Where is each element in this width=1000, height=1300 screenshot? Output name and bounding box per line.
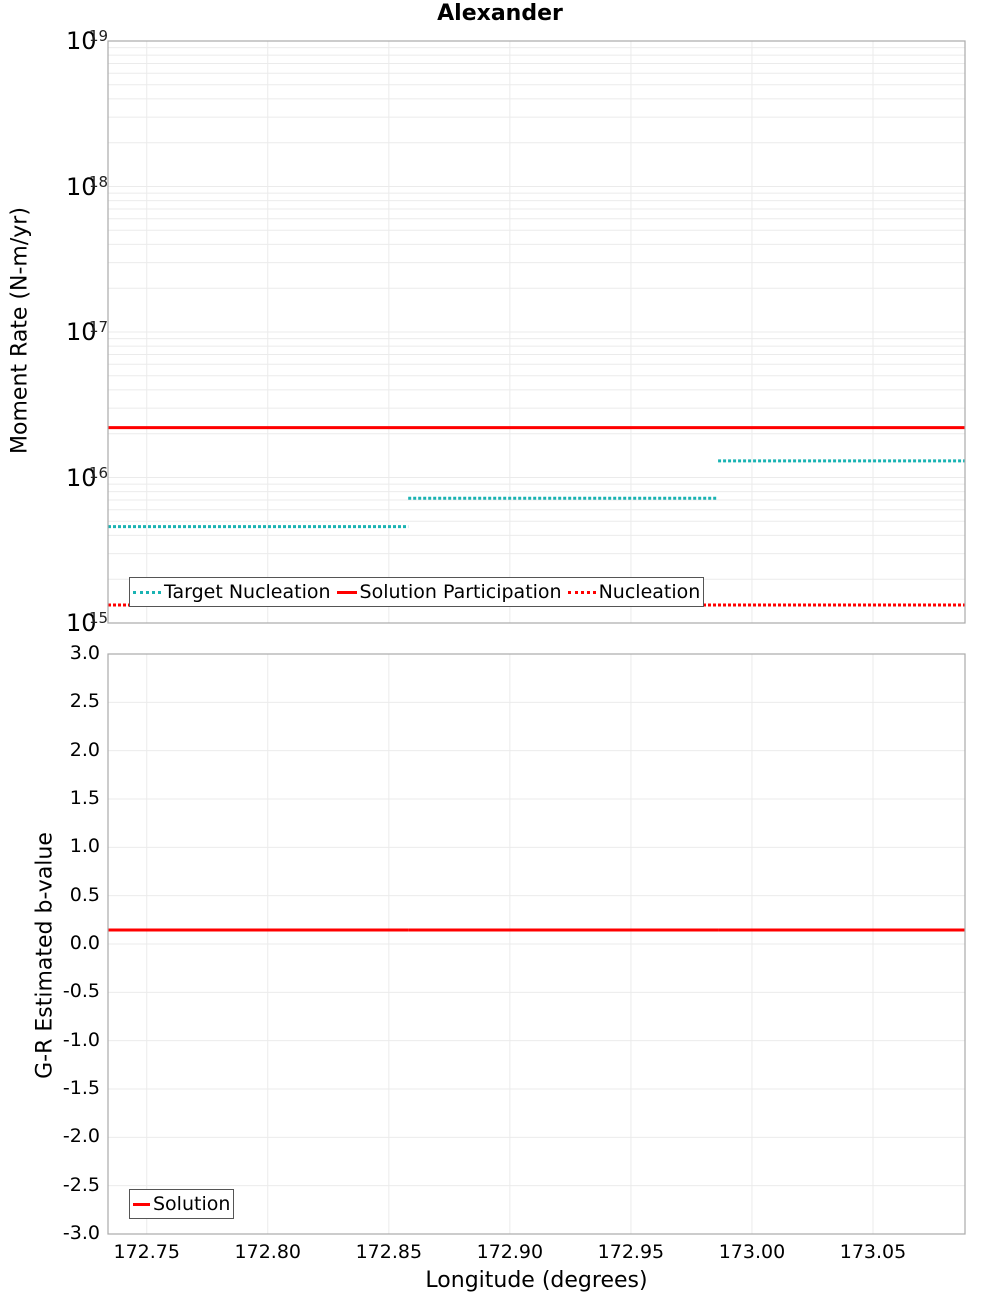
y-tick-label: 0.5 xyxy=(40,884,100,906)
x-tick-label: 172.95 xyxy=(591,1241,671,1263)
y-tick-label: -2.0 xyxy=(40,1125,100,1147)
y-tick-label: 2.5 xyxy=(40,690,100,712)
x-tick-label: 173.00 xyxy=(712,1241,792,1263)
legend-item-target-nucleation: Target Nucleation xyxy=(133,581,331,603)
top-chart-grid xyxy=(108,41,965,623)
target-nucleation-swatch-icon xyxy=(133,591,161,594)
x-tick-label: 173.05 xyxy=(833,1241,913,1263)
y-tick-exponent: 16 xyxy=(89,464,108,482)
y-tick-label: -1.5 xyxy=(40,1077,100,1099)
y-tick-exponent: 17 xyxy=(89,318,108,336)
x-tick-label: 172.90 xyxy=(470,1241,550,1263)
legend-item-nucleation: Nucleation xyxy=(568,581,701,603)
legend-label: Target Nucleation xyxy=(164,581,331,603)
legend-label: Solution Participation xyxy=(360,581,562,603)
nucleation-swatch-icon xyxy=(568,591,596,594)
bottom-chart-grid xyxy=(108,654,965,1234)
y-tick-label: -0.5 xyxy=(40,980,100,1002)
y-tick-label: 0.0 xyxy=(40,932,100,954)
legend-item-solution: Solution xyxy=(133,1193,230,1215)
y-tick-label: -3.0 xyxy=(40,1222,100,1244)
y-tick-exponent: 15 xyxy=(89,609,108,627)
plot-canvas xyxy=(0,0,1000,1300)
x-axis-label: Longitude (degrees) xyxy=(108,1268,965,1293)
y-tick-exponent: 18 xyxy=(89,173,108,191)
y-tick-label: 2.0 xyxy=(40,739,100,761)
y-tick-exponent: 19 xyxy=(89,27,108,45)
legend-label: Nucleation xyxy=(599,581,701,603)
top-legend: Target Nucleation Solution Participation… xyxy=(129,577,704,607)
x-tick-label: 172.80 xyxy=(228,1241,308,1263)
y-tick-label: 1.5 xyxy=(40,787,100,809)
x-tick-label: 172.75 xyxy=(107,1241,187,1263)
legend-item-solution-participation: Solution Participation xyxy=(337,581,562,603)
y-tick-label: 1.0 xyxy=(40,835,100,857)
y-tick-label: -2.5 xyxy=(40,1174,100,1196)
y-tick-label: 3.0 xyxy=(40,642,100,664)
solution-swatch-icon xyxy=(133,1203,150,1206)
solution-participation-swatch-icon xyxy=(337,591,357,594)
top-y-axis-label: Moment Rate (N-m/yr) xyxy=(8,206,33,456)
bottom-legend: Solution xyxy=(129,1189,234,1219)
x-tick-label: 172.85 xyxy=(349,1241,429,1263)
legend-label: Solution xyxy=(153,1193,230,1215)
y-tick-label: -1.0 xyxy=(40,1029,100,1051)
